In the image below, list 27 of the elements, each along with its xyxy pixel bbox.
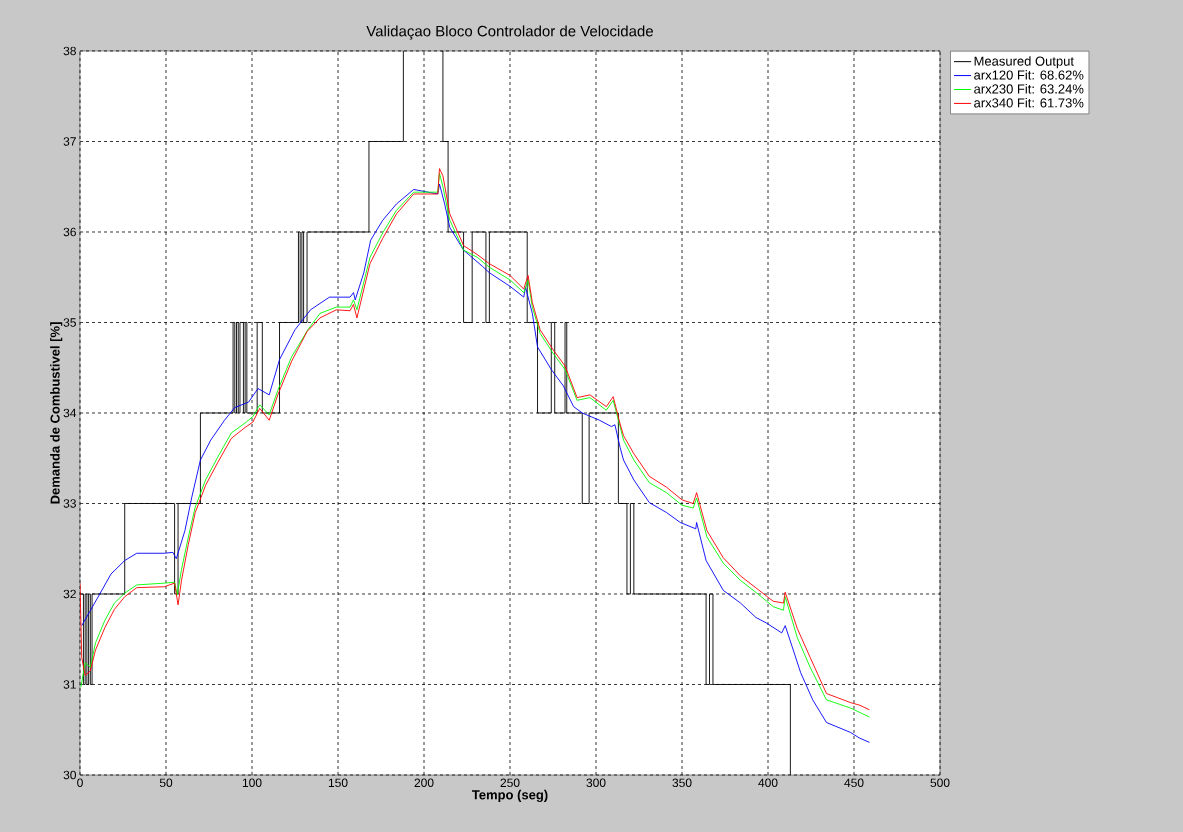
x-tick-label: 400 <box>758 778 778 788</box>
x-tick-label: 200 <box>414 778 434 788</box>
x-tick-label: 350 <box>672 778 692 788</box>
y-tick-label: 37 <box>63 137 76 146</box>
y-tick-label: 33 <box>63 499 76 508</box>
y-tick-label: 32 <box>63 589 76 599</box>
chart-title: Validaçao Bloco Controlador de Velocidade <box>366 25 653 40</box>
y-axis-title: Demanda de Combustivel [%] <box>50 322 63 504</box>
y-tick-label: 31 <box>63 680 76 689</box>
y-tick-label: 38 <box>63 46 76 56</box>
y-tick-label: 30 <box>63 770 77 780</box>
legend-label: arx120 Fit: 68.62% <box>974 70 1084 80</box>
legend-label: Measured Output <box>974 56 1074 69</box>
x-tick-label: 300 <box>586 778 606 788</box>
y-tick-label: 34 <box>63 408 77 418</box>
x-tick-label: 150 <box>328 778 348 788</box>
y-tick-label: 35 <box>63 318 76 327</box>
x-tick-label: 450 <box>844 778 864 788</box>
legend-label: arx340 Fit: 61.73% <box>974 97 1084 108</box>
x-tick-label: 500 <box>930 778 950 788</box>
x-tick-label: 50 <box>159 778 173 788</box>
x-tick-label: 100 <box>242 778 262 788</box>
x-axis-title: Tempo (seg) <box>471 789 548 803</box>
y-tick-label: 36 <box>63 227 76 237</box>
x-tick-label: 250 <box>500 778 520 788</box>
x-tick-label: 0 <box>77 778 83 788</box>
legend-label: arx230 Fit: 63.24% <box>974 84 1084 94</box>
